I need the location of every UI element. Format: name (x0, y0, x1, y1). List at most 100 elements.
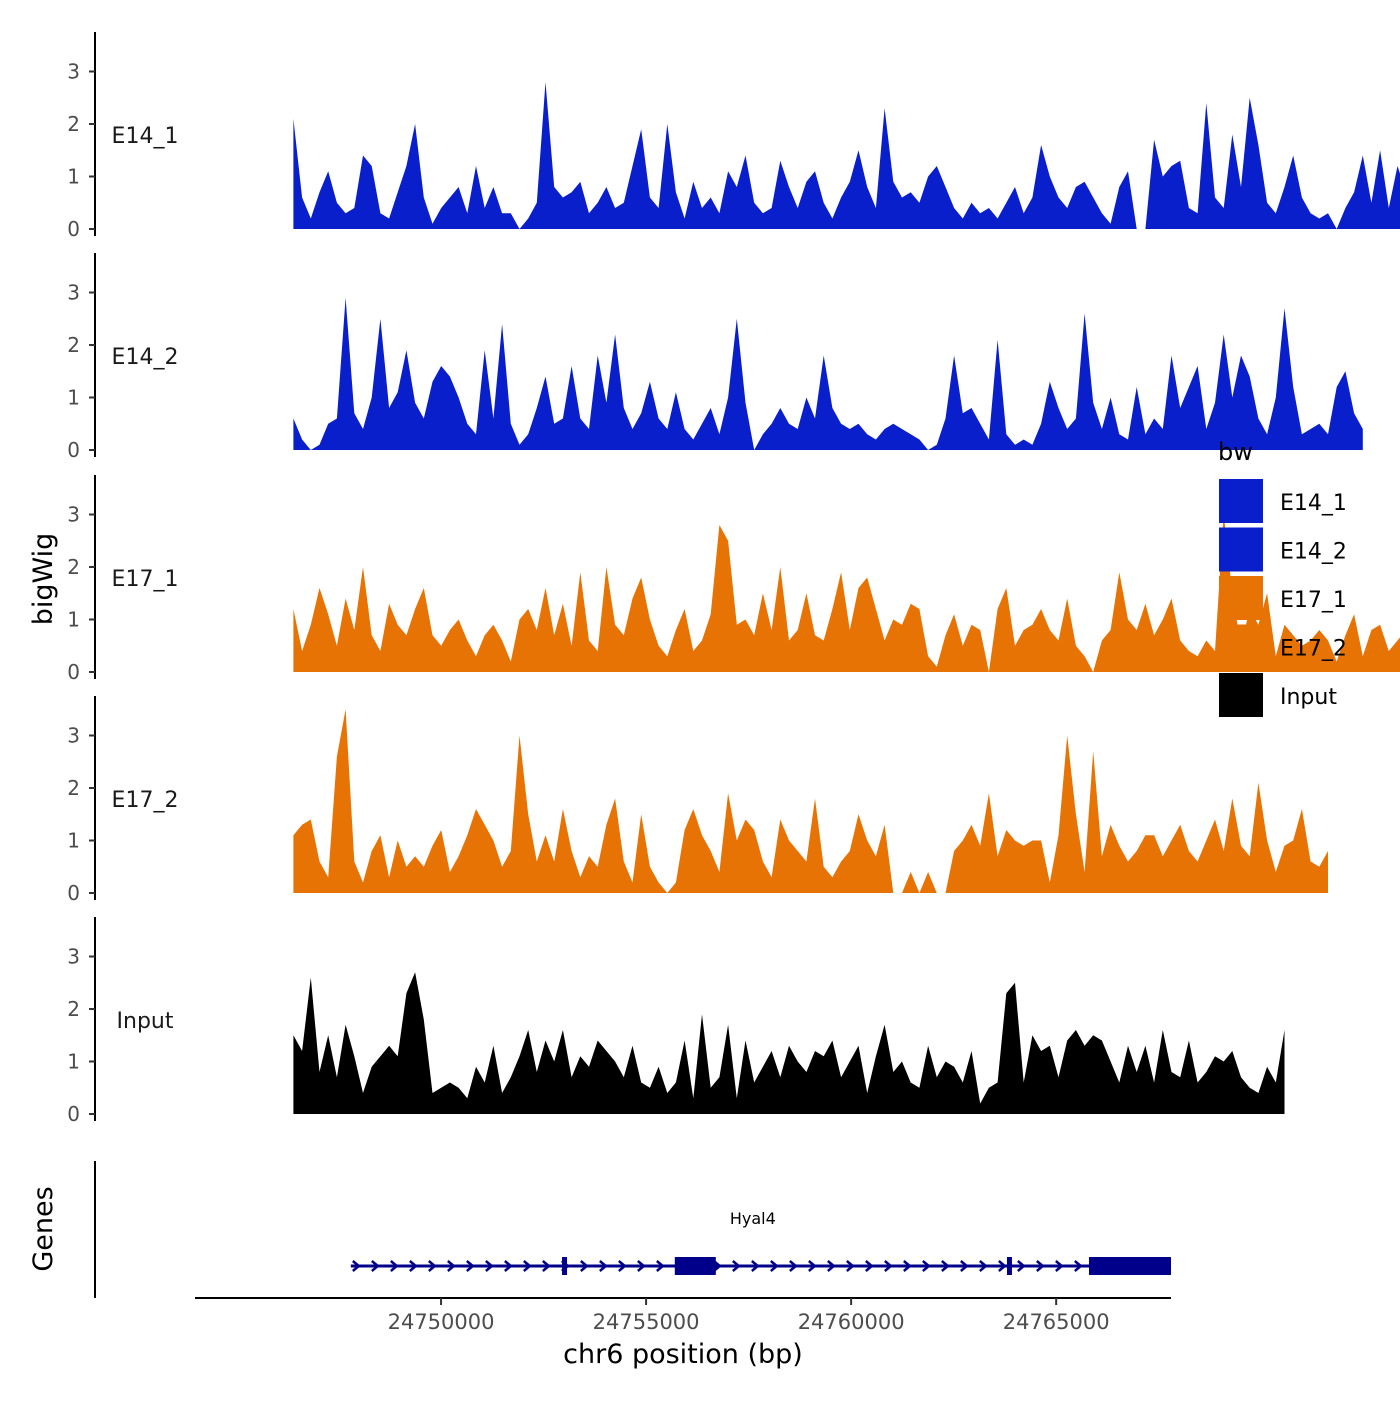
x-tick-label: 24765000 (1003, 1310, 1110, 1334)
strand-arrow (808, 1260, 817, 1272)
strand-arrow (618, 1260, 627, 1272)
strand-arrow (390, 1260, 399, 1272)
signal-area-e14_2 (293, 297, 1363, 450)
gene-name-label: Hyal4 (730, 1209, 776, 1228)
track-e17_2: 0 1 2 3 E17_2 (67, 696, 1328, 905)
track-input: 0 1 2 3 Input (67, 917, 1285, 1126)
strand-arrow (846, 1260, 855, 1272)
track-e14_1: 0 1 2 3 E14_1 (67, 32, 1400, 241)
track-label: Input (117, 1009, 174, 1034)
strand-arrow (789, 1260, 798, 1272)
strand-arrow (1036, 1260, 1045, 1272)
strand-arrow (580, 1260, 589, 1272)
y-tick-label: 0 (67, 660, 80, 684)
legend-label: E17_1 (1280, 588, 1347, 613)
strand-arrow (656, 1260, 665, 1272)
y-tick-label: 1 (67, 1050, 80, 1074)
x-tick-label: 24750000 (388, 1310, 495, 1334)
legend-swatch (1219, 673, 1263, 717)
strand-arrow (447, 1260, 456, 1272)
signal-area-e17_2 (293, 709, 1328, 893)
y-tick-label: 0 (67, 881, 80, 905)
gene-model: Hyal4 (350, 1209, 1171, 1275)
legend-title: bw (1218, 438, 1253, 466)
legend-label: Input (1280, 685, 1337, 710)
y-tick-label: 2 (67, 555, 80, 579)
gene-exon (674, 1257, 716, 1275)
strand-arrow (504, 1260, 513, 1272)
legend-label: E14_1 (1280, 491, 1347, 516)
legend-item: E17_2 (1219, 624, 1347, 669)
y-tick-label: 1 (67, 165, 80, 189)
strand-arrow (352, 1260, 361, 1272)
y-tick-label: 0 (67, 1102, 80, 1126)
gene-exon (1006, 1257, 1012, 1275)
strand-arrow (542, 1260, 551, 1272)
strand-arrow (979, 1260, 988, 1272)
track-label: E17_2 (112, 788, 179, 813)
y-tick-label: 2 (67, 997, 80, 1021)
y-tick-label: 3 (67, 503, 80, 527)
strand-arrow (599, 1260, 608, 1272)
x-axis-title: chr6 position (bp) (563, 1339, 803, 1370)
strand-arrow (637, 1260, 646, 1272)
legend-label: E17_2 (1280, 637, 1347, 662)
legend-swatch (1219, 479, 1263, 523)
y-tick-label: 3 (67, 281, 80, 305)
legend-item: E17_1 (1219, 576, 1347, 620)
strand-arrow (485, 1260, 494, 1272)
legend: bw E14_1 E14_2 E17_1 E17_2 Input (1218, 438, 1347, 717)
x-tick-label: 24760000 (798, 1310, 905, 1334)
strand-arrow (865, 1260, 874, 1272)
strand-arrow (941, 1260, 950, 1272)
gene-track-label: Genes (28, 1186, 59, 1271)
strand-arrow (466, 1260, 475, 1272)
signal-area-e17_1 (293, 514, 1400, 672)
gene-exon (1088, 1257, 1171, 1275)
y-axis-title: bigWig (28, 533, 59, 626)
y-tick-label: 3 (67, 60, 80, 84)
y-tick-label: 3 (67, 945, 80, 969)
gene-track: Genes Hyal4 (28, 1161, 1171, 1298)
x-axis: 24750000 24755000 24760000 24765000 chr6 po… (195, 1297, 1171, 1370)
strand-arrow (1074, 1260, 1083, 1272)
signal-area-e14_1 (293, 82, 1400, 229)
legend-item: E14_2 (1219, 527, 1347, 572)
legend-swatch (1219, 624, 1263, 669)
strand-arrow (713, 1260, 722, 1272)
y-tick-label: 1 (67, 386, 80, 410)
strand-arrow (409, 1260, 418, 1272)
strand-arrow (732, 1260, 741, 1272)
track-label: E14_1 (112, 124, 179, 149)
y-tick-label: 1 (67, 829, 80, 853)
legend-item: Input (1219, 673, 1337, 717)
gene-exon (562, 1257, 568, 1275)
y-tick-label: 0 (67, 217, 80, 241)
x-tick-label: 24755000 (593, 1310, 700, 1334)
strand-arrow (770, 1260, 779, 1272)
strand-arrow (960, 1260, 969, 1272)
strand-arrow (371, 1260, 380, 1272)
y-tick-label: 0 (67, 438, 80, 462)
strand-arrow (998, 1260, 1007, 1272)
y-tick-label: 1 (67, 608, 80, 632)
strand-arrow (523, 1260, 532, 1272)
strand-arrow (1055, 1260, 1064, 1272)
signal-area-input (293, 972, 1285, 1114)
strand-arrow (827, 1260, 836, 1272)
track-e17_1: 0 1 2 3 E17_1 (67, 475, 1400, 684)
strand-arrow (751, 1260, 760, 1272)
track-label: E14_2 (112, 345, 179, 370)
strand-arrow (884, 1260, 893, 1272)
strand-arrow (428, 1260, 437, 1272)
legend-swatch (1219, 576, 1263, 620)
track-e14_2: 0 1 2 3 E14_2 (67, 253, 1363, 462)
legend-label: E14_2 (1280, 540, 1347, 565)
strand-arrow (922, 1260, 931, 1272)
legend-item: E14_1 (1219, 479, 1347, 523)
legend-swatch (1219, 527, 1263, 572)
y-tick-label: 3 (67, 724, 80, 748)
strand-arrow (1017, 1260, 1026, 1272)
